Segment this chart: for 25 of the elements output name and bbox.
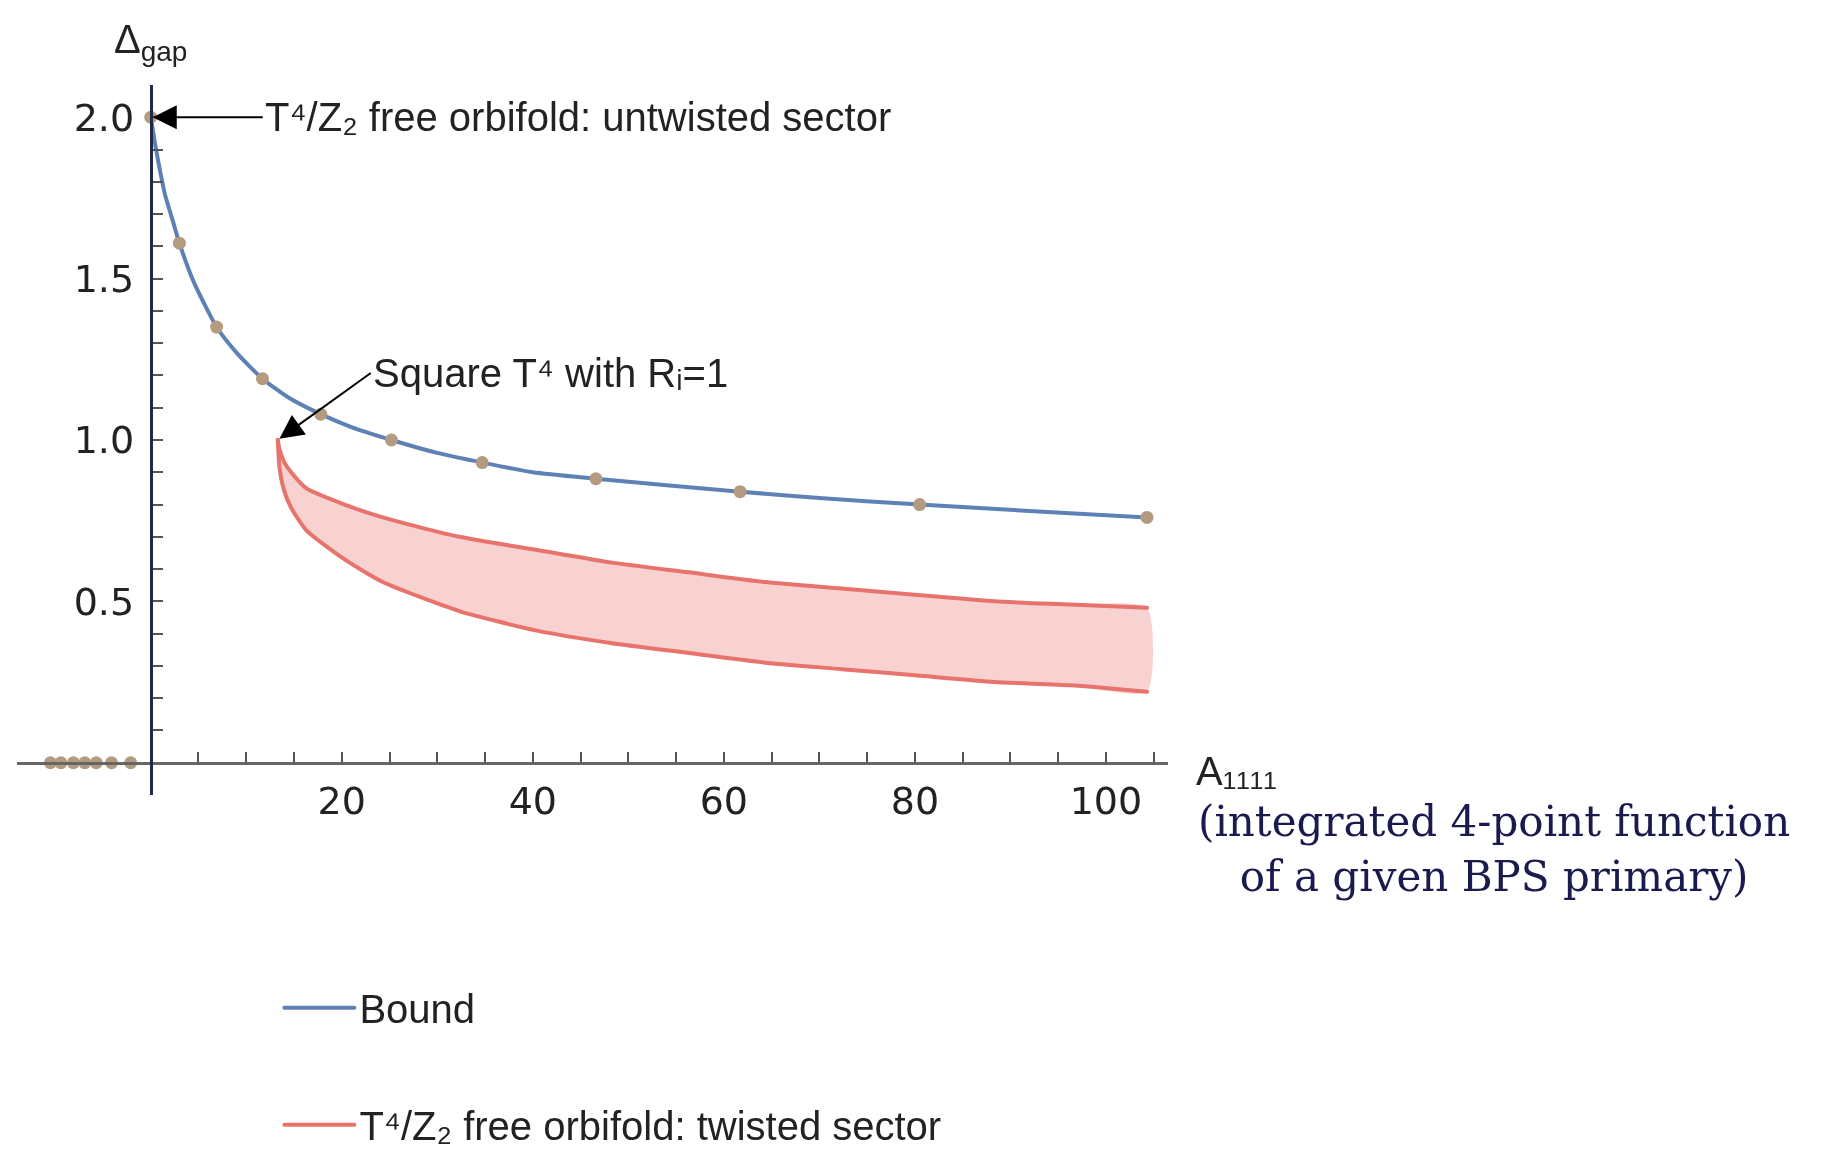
text: (integrated 4-point function of a given BPS primary) xyxy=(1198,797,1791,901)
x-tick-label: 100 xyxy=(1069,779,1143,824)
x-tick-label: 80 xyxy=(890,779,940,824)
y-tick-label: 1.5 xyxy=(73,256,135,301)
point xyxy=(475,456,489,470)
y-tick-label: 2.0 xyxy=(73,95,135,140)
annotation: Square T⁴ with Rᵢ=1 xyxy=(373,351,729,395)
legend-label: Bound xyxy=(359,987,476,1032)
x-tick-label: 60 xyxy=(699,779,749,824)
x-axis-title: A₁₁₁₁ xyxy=(1196,749,1277,793)
legend-label: T⁴/Z₂ free orbifold: twisted sector xyxy=(359,1104,942,1149)
point xyxy=(589,472,603,486)
point xyxy=(255,372,269,386)
point xyxy=(1140,510,1154,524)
y-axis-title: Δ$_{gap}$ xyxy=(114,17,188,68)
x-tick-label: 20 xyxy=(317,779,366,824)
y-tick-label: 0.5 xyxy=(73,579,135,624)
y-tick-label: 1.0 xyxy=(73,418,135,463)
point xyxy=(172,236,186,250)
point xyxy=(210,320,224,334)
x-tick-label: 40 xyxy=(508,779,557,824)
point xyxy=(913,498,927,512)
annotation: T⁴/Z₂ free orbifold: untwisted sector xyxy=(265,95,892,139)
point xyxy=(384,433,398,447)
point xyxy=(733,485,747,499)
